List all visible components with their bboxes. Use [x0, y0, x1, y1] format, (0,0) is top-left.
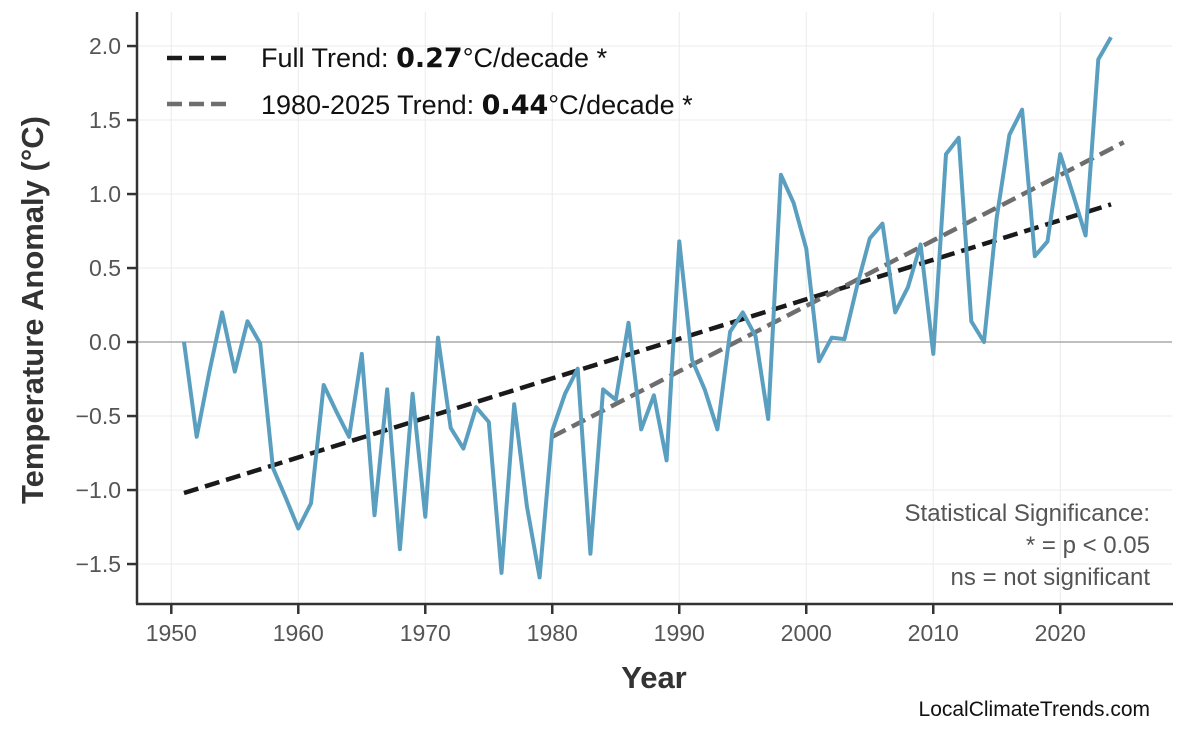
legend-label-full-trend: Full Trend: 0.27°C/decade * [261, 43, 608, 74]
y-tick-label: 1.0 [89, 181, 121, 207]
x-tick-label: 1960 [273, 620, 324, 646]
series [182, 36, 1113, 580]
y-tick-label: −0.5 [76, 403, 121, 429]
y-tick-label: −1.0 [76, 477, 121, 503]
significance-note-p: * = p < 0.05 [1026, 532, 1150, 559]
anomaly-series-line [182, 36, 1113, 580]
significance-note-title: Statistical Significance: [905, 500, 1150, 527]
y-tick-label: 1.5 [89, 107, 121, 133]
x-ticks: 1950 1960 1970 1980 1990 2000 2010 2020 [146, 604, 1086, 646]
significance-note-ns: ns = not significant [951, 564, 1151, 591]
x-tick-label: 2020 [1035, 620, 1086, 646]
x-tick-label: 1950 [146, 620, 197, 646]
significance-note: Statistical Significance: * = p < 0.05 n… [905, 500, 1151, 591]
full-trend-line [183, 202, 1112, 496]
y-tick-label: 0.5 [89, 255, 121, 281]
x-axis-label: Year [621, 660, 687, 695]
y-tick-label: 2.0 [89, 33, 121, 59]
y-axis-label: Temperature Anomaly (°C) [15, 116, 50, 504]
y-tick-label: 0.0 [89, 329, 121, 355]
trend-lines [183, 140, 1125, 496]
x-tick-label: 1970 [400, 620, 451, 646]
y-ticks: −1.5 −1.0 −0.5 0.0 0.5 1.0 1.5 2.0 [76, 33, 137, 577]
x-tick-label: 2000 [781, 620, 832, 646]
x-tick-label: 2010 [908, 620, 959, 646]
legend: Full Trend: 0.27°C/decade * 1980-2025 Tr… [167, 43, 693, 121]
x-tick-label: 1980 [527, 620, 578, 646]
x-tick-label: 1990 [654, 620, 705, 646]
watermark: LocalClimateTrends.com [919, 698, 1150, 721]
legend-label-recent-trend: 1980-2025 Trend: 0.44°C/decade * [261, 90, 693, 121]
y-tick-label: −1.5 [76, 551, 121, 577]
